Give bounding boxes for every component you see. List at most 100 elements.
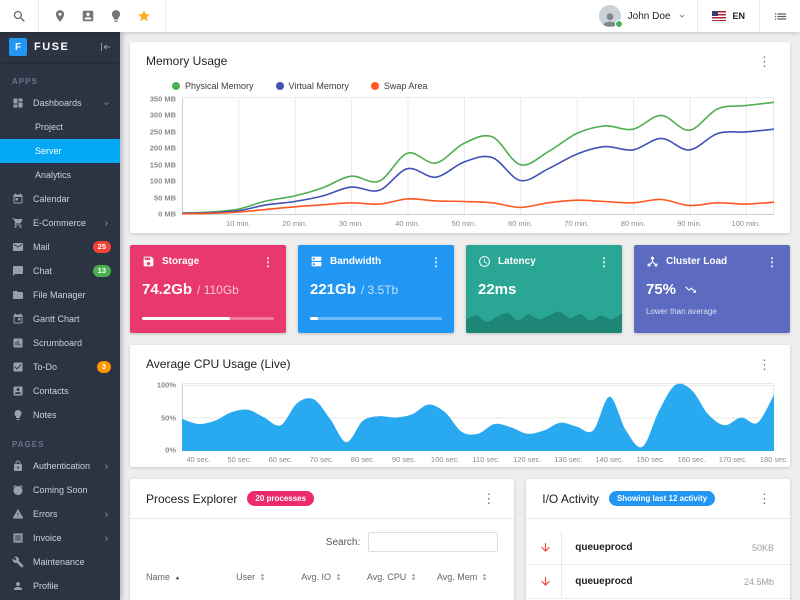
io-process-name: queueprocd	[575, 576, 633, 587]
app-name: FUSE	[34, 41, 70, 53]
lightbulb-icon	[12, 409, 24, 421]
cpu-chart: 0% 50% 100% 40 sec. 50 sec. 60 sec. 70 sec. 80…	[146, 380, 788, 465]
user-name: John Doe	[627, 10, 671, 22]
cpu-card-menu-button[interactable]	[755, 358, 774, 371]
memory-card-menu-button[interactable]	[755, 55, 774, 68]
process-table-header: Name User Avg. IO Avg. CPU Avg. Mem	[146, 572, 498, 582]
sidebar-item-authentication[interactable]: Authentication	[0, 454, 120, 478]
y-axis-label: 50 MB	[153, 193, 176, 203]
process-search-input[interactable]	[368, 532, 499, 552]
favorites-shortcut-button[interactable]	[131, 0, 157, 32]
x-axis-label: 130 sec.	[554, 455, 583, 464]
account_box-icon	[12, 385, 24, 397]
sidebar-item-server[interactable]: Server	[0, 139, 120, 163]
column-header-name[interactable]: Name	[146, 572, 216, 582]
cluster-load-value: 75%	[646, 281, 677, 298]
latency-menu-button[interactable]	[598, 256, 610, 268]
badge: 13	[92, 265, 111, 277]
chat-icon	[12, 265, 24, 277]
notes-shortcut-button[interactable]	[103, 0, 129, 32]
search-icon	[12, 9, 27, 24]
memory-series-physical-memory	[181, 101, 775, 214]
language-switcher[interactable]: EN	[698, 0, 759, 32]
chevron-right-icon	[102, 534, 111, 543]
location-shortcut-button[interactable]	[47, 0, 73, 32]
x-axis-label: 140 sec.	[595, 455, 624, 464]
storage-menu-button[interactable]	[262, 256, 274, 268]
x-axis-label: 40 sec.	[186, 455, 211, 464]
x-axis-label: 50 min.	[451, 219, 477, 228]
chevron-down-icon	[677, 11, 687, 21]
sidebar-nav: APPS Dashboards Project Server Analytics Cale…	[0, 62, 120, 600]
sidebar-item-gantt-chart[interactable]: Gantt Chart	[0, 307, 120, 331]
mail-icon	[12, 241, 24, 253]
user-menu-button[interactable]: John Doe	[589, 0, 698, 32]
cluster-load-menu-button[interactable]	[766, 256, 778, 268]
us-flag-icon	[712, 11, 727, 21]
download-arrow-icon	[539, 575, 561, 588]
latency-icon	[478, 255, 491, 268]
memory-chart-legend: Physical Memory Virtual Memory Swap Area	[172, 81, 774, 91]
memory-series-swap-area	[181, 197, 775, 215]
x-axis-label: 50 sec.	[227, 455, 252, 464]
x-axis-label: 60 sec.	[268, 455, 293, 464]
column-header-avg-cpu[interactable]: Avg. CPU	[357, 572, 427, 582]
sidebar-item-maintenance[interactable]: Maintenance	[0, 550, 120, 574]
online-status-dot	[614, 20, 623, 28]
sidebar-item-e-commerce[interactable]: E-Commerce	[0, 211, 120, 235]
divider	[561, 565, 563, 598]
sidebar-item-coming-soon[interactable]: Coming Soon	[0, 478, 120, 502]
sidebar-item-analytics[interactable]: Analytics	[35, 170, 72, 180]
chevron-right-icon	[102, 219, 111, 228]
dashboard-icon	[12, 97, 24, 109]
language-code: EN	[732, 11, 745, 21]
sidebar-item-mail[interactable]: Mail 25	[0, 235, 120, 259]
x-axis-label: 30 min.	[338, 219, 364, 228]
sidebar-item-to-do[interactable]: To-Do 3	[0, 355, 120, 379]
y-axis-label: 150 MB	[149, 160, 176, 170]
process-card-menu-button[interactable]	[479, 492, 498, 505]
io-activity-row[interactable]: queueprocd 24.5Mb	[526, 565, 790, 599]
sidebar-item-project[interactable]: Project	[35, 122, 64, 132]
sidebar-item-scrumboard[interactable]: Scrumboard	[0, 331, 120, 355]
avatar	[598, 5, 623, 28]
bandwidth-widget: Bandwidth 221Gb / 3.5Tb	[298, 245, 454, 333]
latency-title: Latency	[498, 256, 536, 267]
quick-panel-button[interactable]	[760, 0, 800, 32]
search-button[interactable]	[0, 0, 38, 32]
x-axis-label: 100 sec.	[430, 455, 460, 464]
sidebar-item-errors[interactable]: Errors	[0, 502, 120, 526]
y-axis-label: 350 MB	[149, 94, 176, 104]
latency-widget: Latency 22ms	[466, 245, 622, 333]
sidebar-item-contacts[interactable]: Contacts	[0, 379, 120, 403]
contacts-shortcut-button[interactable]	[75, 0, 101, 32]
sidebar: F FUSE APPS Dashboards Project Server Analyt…	[0, 32, 120, 600]
stat-widgets-row: Storage 74.2Gb / 110Gb Bandwidth 221Gb / 3…	[130, 245, 790, 333]
column-header-avg-io[interactable]: Avg. IO	[287, 572, 357, 582]
memory-chart: 0 MB 50 MB 100 MB 150 MB 200 MB 250 MB 300 MB 3…	[146, 94, 775, 229]
column-header-avg-mem[interactable]: Avg. Mem	[428, 572, 498, 582]
io-size: 24.5Mb	[743, 576, 774, 587]
badge: 3	[96, 361, 111, 373]
column-header-user[interactable]: User	[216, 572, 286, 582]
sidebar-item-chat[interactable]: Chat 13	[0, 259, 120, 283]
chevron-right-icon	[102, 462, 111, 471]
place-icon	[53, 9, 67, 23]
bandwidth-menu-button[interactable]	[430, 256, 442, 268]
sidebar-item-notes[interactable]: Notes	[0, 403, 120, 427]
sidebar-item-calendar[interactable]: Calendar	[0, 187, 120, 211]
latency-value: 22ms	[478, 281, 517, 298]
process-count-badge: 20 processes	[247, 491, 315, 506]
sidebar-item-profile[interactable]: Profile	[0, 574, 120, 598]
cluster-load-widget: Cluster Load 75% Lower than average	[634, 245, 790, 333]
io-card-menu-button[interactable]	[755, 492, 774, 505]
sidebar-item-dashboards[interactable]: Dashboards	[0, 91, 120, 115]
folder-icon	[12, 289, 24, 301]
storage-title: Storage	[162, 256, 200, 267]
sidebar-item-file-manager[interactable]: File Manager	[0, 283, 120, 307]
io-activity-row[interactable]: queueprocd 50KB	[526, 531, 790, 565]
sidebar-item-invoice[interactable]: Invoice	[0, 526, 120, 550]
cpu-svg	[182, 383, 774, 451]
sidebar-collapse-button[interactable]	[99, 41, 111, 53]
y-axis-label: 100%	[156, 380, 176, 390]
